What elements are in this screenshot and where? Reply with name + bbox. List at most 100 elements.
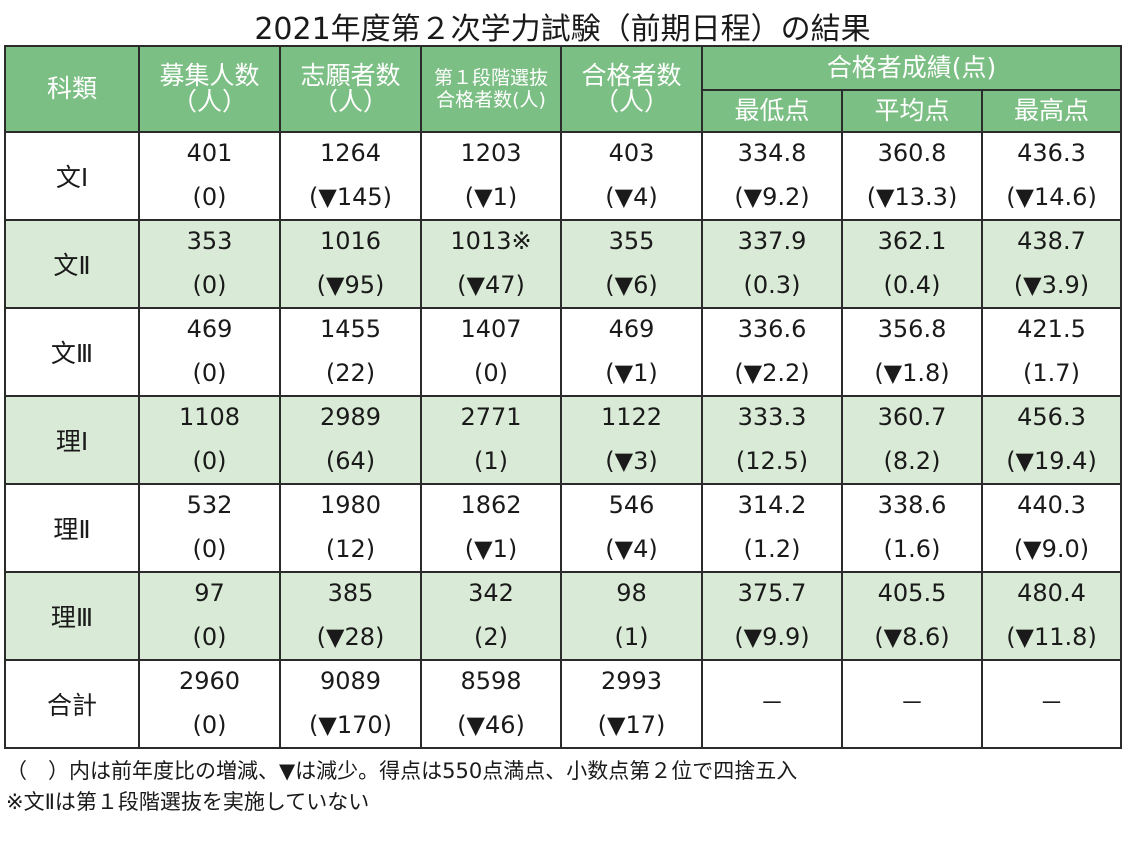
cell-value: 1122 <box>600 403 663 431</box>
cell-value: 1108 <box>178 403 241 431</box>
cell-value: － <box>900 689 924 717</box>
table-cell: 342 (2) <box>420 571 562 661</box>
cell-value: 1264 <box>319 139 382 167</box>
cell-change: (▼6) <box>605 271 658 299</box>
cell-value: 360.7 <box>877 403 947 431</box>
table-cell: 1108 (0) <box>138 395 281 485</box>
page-title: 2021年度第２次学力試験（前期日程）の結果 <box>254 12 871 47</box>
table-cell: 1122 (▼3) <box>560 395 703 485</box>
table-cell: 401 (0) <box>138 131 281 221</box>
cell-value: 1455 <box>319 315 382 343</box>
table-cell: 338.6 (1.6) <box>841 483 983 573</box>
table-cell: 2993 (▼17) <box>560 659 703 749</box>
cell-change: (1) <box>474 447 508 475</box>
table-cell: 375.7 (▼9.9) <box>701 571 843 661</box>
cell-change: (0) <box>192 447 227 475</box>
table-cell: － <box>841 659 983 749</box>
table-row: 文Ⅲ 469 (0) 1455 (22) 1407 (0) 469 (▼1) 336.6 (▼2.2… <box>4 307 1122 397</box>
cell-value: 333.3 <box>737 403 807 431</box>
cell-value: 469 <box>608 315 655 343</box>
table-cell: 314.2 (1.2) <box>701 483 843 573</box>
header-passers: 合格者数 （人） <box>560 45 703 133</box>
cell-change: (12.5) <box>735 447 809 475</box>
table-cell: 1980 (12) <box>279 483 422 573</box>
table-cell: 8598 (▼46) <box>420 659 562 749</box>
cell-change: (▼1) <box>464 183 518 211</box>
header-applicants: 志願者数 （人） <box>279 45 422 133</box>
cell-value: 1013※ <box>450 227 532 255</box>
cell-change: (▼3.9) <box>1013 271 1090 299</box>
results-table: 科類 募集人数 （人） 志願者数 （人） 第１段階選抜 合格者数(人) 合格者数 （人）… <box>4 45 1122 749</box>
row-category: 理Ⅲ <box>4 571 140 661</box>
cell-value: 2989 <box>319 403 382 431</box>
cell-value: － <box>1039 689 1064 717</box>
table-cell: 333.3 (12.5) <box>701 395 843 485</box>
table-cell: － <box>701 659 843 749</box>
cell-change: (▼11.8) <box>1006 623 1097 651</box>
cell-value: 405.5 <box>877 579 947 607</box>
cell-value: 97 <box>194 579 225 607</box>
cell-change: (0) <box>474 359 508 387</box>
cell-change: (12) <box>325 535 376 563</box>
cell-change: (▼2.2) <box>734 359 810 387</box>
cell-value: 98 <box>616 579 647 607</box>
cell-value: 2960 <box>178 667 241 695</box>
header-avg: 平均点 <box>841 89 983 133</box>
row-category: 理Ⅱ <box>4 483 140 573</box>
cell-value: 1862 <box>460 491 522 519</box>
table-cell: 436.3 (▼14.6) <box>981 131 1122 221</box>
cell-change: (2) <box>474 623 508 651</box>
cell-value: 440.3 <box>1017 491 1086 519</box>
cell-value: 2771 <box>460 403 522 431</box>
cell-change: (1.6) <box>883 535 941 563</box>
cell-value: 336.6 <box>737 315 807 343</box>
cell-value: 342 <box>468 579 514 607</box>
cell-value: 456.3 <box>1017 403 1086 431</box>
table-cell: 440.3 (▼9.0) <box>981 483 1122 573</box>
cell-value: 401 <box>186 139 233 167</box>
cell-change: (▼9.0) <box>1013 535 1090 563</box>
header-max: 最高点 <box>981 89 1122 133</box>
cell-change: (▼145) <box>309 183 392 211</box>
table-cell: 360.7 (8.2) <box>841 395 983 485</box>
cell-value: － <box>760 689 784 717</box>
cell-change: (0) <box>192 359 227 387</box>
cell-change: (0) <box>192 623 227 651</box>
cell-change: (▼46) <box>457 711 525 739</box>
table-cell: 356.8 (▼1.8) <box>841 307 983 397</box>
cell-value: 375.7 <box>737 579 807 607</box>
cell-change: (64) <box>325 447 376 475</box>
row-category: 文Ⅲ <box>4 307 140 397</box>
cell-change: (0.3) <box>743 271 801 299</box>
table-cell: 405.5 (▼8.6) <box>841 571 983 661</box>
cell-change: (▼3) <box>605 447 658 475</box>
table-row: 理Ⅲ 97 (0) 385 (▼28) 342 (2) 98 (1) 375.7 (▼9.9) 405… <box>4 571 1122 661</box>
table-cell: 1862 (▼1) <box>420 483 562 573</box>
table-cell: 337.9 (0.3) <box>701 219 843 309</box>
cell-change: (▼1.8) <box>874 359 950 387</box>
table-row: 理Ⅰ 1108 (0) 2989 (64) 2771 (1) 1122 (▼3) 333.3 (12… <box>4 395 1122 485</box>
table-cell: 1203 (▼1) <box>420 131 562 221</box>
cell-value: 9089 <box>319 667 382 695</box>
cell-change: (▼28) <box>316 623 385 651</box>
table-cell: 362.1 (0.4) <box>841 219 983 309</box>
table-cell: 2960 (0) <box>138 659 281 749</box>
header-category: 科類 <box>4 45 140 133</box>
cell-change: (0) <box>192 183 227 211</box>
table-cell: 353 (0) <box>138 219 281 309</box>
cell-value: 8598 <box>460 667 522 695</box>
table-cell: 438.7 (▼3.9) <box>981 219 1122 309</box>
header-quota: 募集人数 （人） <box>138 45 281 133</box>
cell-change: (▼1) <box>464 535 518 563</box>
table-cell: 9089 (▼170) <box>279 659 422 749</box>
cell-change: (1.2) <box>743 535 801 563</box>
table-cell: 1016 (▼95) <box>279 219 422 309</box>
cell-value: 2993 <box>600 667 663 695</box>
table-cell: 336.6 (▼2.2) <box>701 307 843 397</box>
header-scores-group: 合格者成績(点) <box>701 45 1122 91</box>
table-cell: 1407 (0) <box>420 307 562 397</box>
table-cell: 480.4 (▼11.8) <box>981 571 1122 661</box>
header-min: 最低点 <box>701 89 843 133</box>
table-cell: 403 (▼4) <box>560 131 703 221</box>
cell-value: 469 <box>186 315 233 343</box>
